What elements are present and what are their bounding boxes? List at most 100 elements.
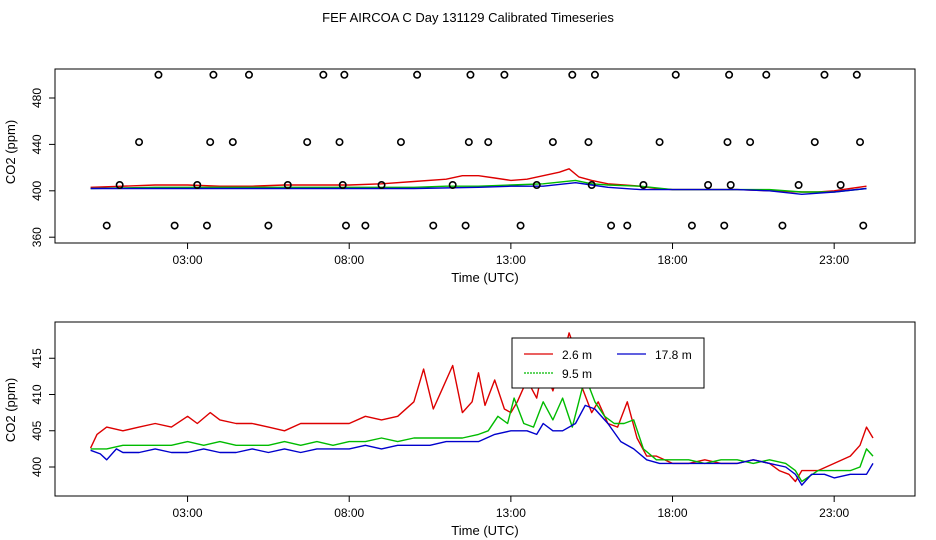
- calibration-point: [584, 138, 593, 147]
- calibration-point: [836, 181, 845, 190]
- top-series-line-17-8m: [90, 182, 867, 195]
- calibration-point: [264, 221, 273, 230]
- top-y-tick-label: 360: [30, 227, 44, 247]
- bottom-series-line-2-6m: [89, 332, 874, 483]
- calibration-point: [639, 181, 648, 190]
- calibration-point: [500, 70, 509, 79]
- legend-label-2-6m: 2.6 m: [562, 348, 592, 362]
- calibration-point: [228, 138, 237, 147]
- bottom-panel: 400 405 410 415 03:00 08:00 13:00 18:00 23:00 T…: [3, 321, 916, 538]
- top-y-ticks: 360 400 440 480: [30, 88, 55, 247]
- bottom-x-tick-label: 13:00: [496, 506, 526, 520]
- calibration-point: [568, 70, 577, 79]
- calibration-point: [209, 70, 218, 79]
- calibration-point: [655, 138, 664, 147]
- calibration-point: [548, 138, 557, 147]
- calibration-point: [135, 138, 144, 147]
- calibration-point: [852, 70, 861, 79]
- top-y-axis-label: CO2 (ppm): [3, 120, 18, 184]
- top-x-tick-label: 18:00: [658, 253, 688, 267]
- calibration-point: [484, 138, 493, 147]
- bottom-x-ticks: 03:00 08:00 13:00 18:00 23:00: [173, 496, 850, 520]
- calibration-point: [341, 221, 350, 230]
- calibration-point: [115, 181, 124, 190]
- calibration-point: [102, 221, 111, 230]
- bottom-y-axis-label: CO2 (ppm): [3, 378, 18, 442]
- calibration-point: [461, 221, 470, 230]
- bottom-plot-frame: [54, 321, 916, 497]
- calibration-point: [193, 181, 202, 190]
- calibration-point: [859, 221, 868, 230]
- bottom-y-tick-label: 415: [30, 348, 44, 368]
- top-y-tick-label: 480: [30, 88, 44, 108]
- calibration-point: [704, 181, 713, 190]
- calibration-point: [532, 181, 541, 190]
- bottom-x-tick-label: 03:00: [173, 506, 203, 520]
- bottom-y-tick-label: 400: [30, 457, 44, 477]
- bottom-series-line-9-5m: [90, 375, 874, 483]
- calibration-point: [794, 181, 803, 190]
- calibration-point: [720, 221, 729, 230]
- calibration-point: [810, 138, 819, 147]
- top-x-tick-label: 13:00: [496, 253, 526, 267]
- calibration-point: [429, 221, 438, 230]
- calibration-point: [448, 181, 457, 190]
- top-x-ticks: 03:00 08:00 13:00 18:00 23:00: [173, 243, 850, 267]
- legend-label-9-5m: 9.5 m: [562, 367, 592, 381]
- top-panel: 360 400 440 480 03:00 08:00 13:00 18:00 23:00 T…: [3, 68, 916, 285]
- calibration-point: [340, 70, 349, 79]
- top-y-tick-label: 440: [30, 134, 44, 154]
- calibration-point: [338, 181, 347, 190]
- calibration-point: [516, 221, 525, 230]
- legend: 2.6 m 9.5 m 17.8 m: [511, 337, 705, 389]
- top-calibration-points: [102, 70, 868, 230]
- calibration-point: [335, 138, 344, 147]
- calibration-point: [762, 70, 771, 79]
- calibration-point: [244, 70, 253, 79]
- calibration-point: [361, 221, 370, 230]
- calibration-point: [856, 138, 865, 147]
- bottom-series: [89, 332, 874, 486]
- calibration-point: [413, 70, 422, 79]
- calibration-point: [464, 138, 473, 147]
- top-series-line-9-5m: [90, 179, 867, 193]
- bottom-y-tick-label: 410: [30, 384, 44, 404]
- calibration-point: [623, 221, 632, 230]
- calibration-point: [206, 138, 215, 147]
- calibration-point: [778, 221, 787, 230]
- calibration-point: [723, 138, 732, 147]
- calibration-point: [202, 221, 211, 230]
- calibration-point: [466, 70, 475, 79]
- calibration-point: [154, 70, 163, 79]
- top-x-tick-label: 23:00: [819, 253, 849, 267]
- calibration-point: [170, 221, 179, 230]
- calibration-point: [377, 181, 386, 190]
- top-series: [90, 168, 867, 195]
- top-x-tick-label: 08:00: [334, 253, 364, 267]
- calibration-point: [303, 138, 312, 147]
- calibration-point: [746, 138, 755, 147]
- legend-label-17-8m: 17.8 m: [655, 348, 692, 362]
- calibration-point: [671, 70, 680, 79]
- calibration-point: [590, 70, 599, 79]
- top-x-axis-label: Time (UTC): [451, 270, 518, 285]
- bottom-y-tick-label: 405: [30, 420, 44, 440]
- calibration-point: [820, 70, 829, 79]
- calibration-point: [283, 181, 292, 190]
- calibration-point: [587, 181, 596, 190]
- chart-title: FEF AIRCOA C Day 131129 Calibrated Times…: [322, 10, 614, 25]
- bottom-series-line-17-8m: [90, 404, 874, 486]
- bottom-x-tick-label: 18:00: [658, 506, 688, 520]
- top-plot-frame: [54, 68, 916, 244]
- top-y-tick-label: 400: [30, 180, 44, 200]
- bottom-x-tick-label: 23:00: [819, 506, 849, 520]
- calibration-point: [607, 221, 616, 230]
- calibration-point: [319, 70, 328, 79]
- legend-box: [511, 337, 705, 389]
- calibration-point: [687, 221, 696, 230]
- top-x-tick-label: 03:00: [173, 253, 203, 267]
- calibration-point: [396, 138, 405, 147]
- bottom-y-ticks: 400 405 410 415: [30, 348, 55, 477]
